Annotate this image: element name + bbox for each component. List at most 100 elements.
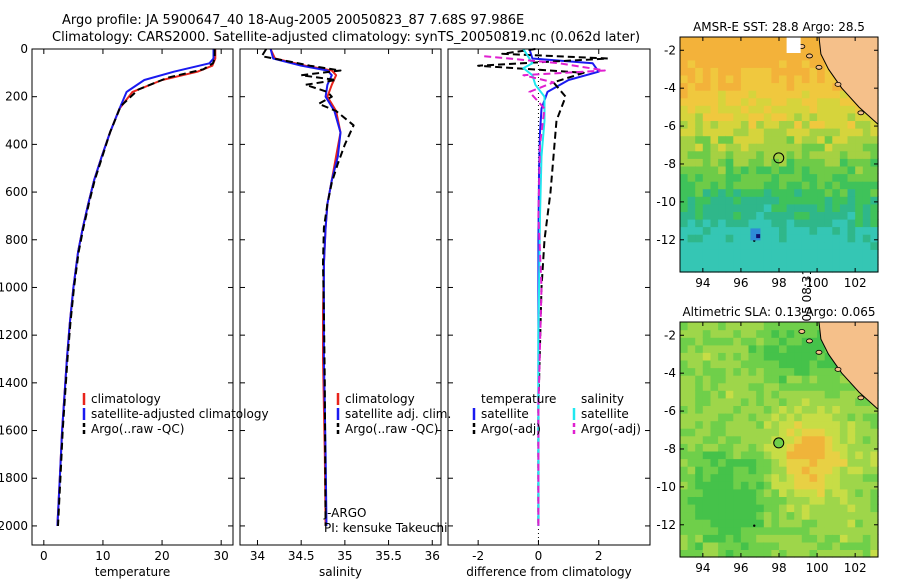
- map-cell: [695, 120, 704, 129]
- map-cell: [794, 359, 803, 369]
- map-cell: [695, 375, 704, 384]
- map-cell: [862, 496, 871, 505]
- temperature-panel: 0 10 20 30temperature0200400600800100012001…: [0, 42, 234, 579]
- map-cell: [771, 173, 780, 182]
- map-cell: [763, 44, 772, 53]
- map-cell: [763, 211, 772, 220]
- map-cell: [695, 329, 704, 338]
- map-cell: [824, 443, 833, 452]
- map-cell: [718, 549, 727, 558]
- map-cell: [710, 173, 719, 182]
- map-cell: [817, 382, 826, 391]
- map-cell: [695, 158, 704, 167]
- map-cell: [695, 541, 704, 550]
- map-cell: [763, 203, 772, 212]
- map-cell: [832, 375, 841, 384]
- map-cell: [725, 435, 734, 444]
- map-cell: [748, 188, 757, 197]
- map-cell: [771, 413, 780, 422]
- map-cell: [870, 173, 879, 182]
- map-cell: [855, 264, 864, 273]
- map-cell: [809, 234, 818, 243]
- map-cell: [847, 541, 856, 550]
- map-cell: [786, 90, 795, 99]
- map-cell: [779, 488, 788, 497]
- map-cell: [786, 405, 795, 414]
- map-cell: [809, 413, 818, 422]
- map-cell: [809, 97, 818, 106]
- map-cell: [779, 241, 788, 250]
- map-cell: [855, 519, 864, 528]
- map-cell: [718, 173, 727, 182]
- map-cell: [870, 519, 879, 528]
- map-cell: [809, 322, 818, 331]
- map-cell: [809, 241, 818, 250]
- map-cell: [756, 264, 765, 273]
- map-cell: [839, 420, 849, 429]
- map-cell: [855, 203, 864, 212]
- map-cell: [801, 481, 810, 490]
- map-cell: [862, 413, 871, 422]
- map-cell: [680, 405, 689, 414]
- map-cell: [687, 481, 696, 490]
- map-cell: [763, 173, 772, 182]
- map-cell: [832, 526, 841, 535]
- map-cell: [748, 488, 757, 497]
- map-cell: [710, 466, 719, 475]
- map-cell: [740, 165, 750, 175]
- map-cell: [695, 450, 704, 460]
- map-cell: [702, 359, 711, 369]
- map-cell: [680, 188, 689, 197]
- map-cell: [740, 90, 750, 99]
- map-cell: [801, 67, 810, 76]
- map-cell: [832, 188, 841, 197]
- map-cell: [779, 549, 788, 558]
- map-cell: [839, 534, 849, 543]
- map-cell: [702, 120, 711, 129]
- map-cell: [763, 519, 772, 528]
- map-cell: [862, 549, 871, 558]
- map-cell: [748, 59, 757, 68]
- map-cell: [680, 211, 689, 220]
- map-cell: [847, 226, 856, 235]
- map-cell: [809, 112, 818, 121]
- map-cell: [756, 344, 765, 353]
- map-cell: [847, 234, 856, 243]
- map-cell: [748, 150, 757, 159]
- map-cell: [748, 496, 757, 505]
- map-cell: [702, 105, 711, 114]
- map-cell: [740, 390, 750, 399]
- map-cell: [779, 196, 788, 205]
- map-cell: [809, 256, 818, 265]
- map-cell: [779, 382, 788, 391]
- map-cell: [725, 264, 734, 273]
- map-cell: [824, 413, 833, 422]
- map-cell: [695, 337, 704, 346]
- map-cell: [786, 218, 795, 228]
- y-tick-label: 1200: [0, 328, 28, 342]
- map-cell: [809, 67, 818, 76]
- map-cell: [740, 181, 750, 190]
- map-cell: [733, 211, 742, 220]
- map-cell: [779, 443, 788, 452]
- map-cell: [832, 503, 841, 513]
- map-cell: [832, 519, 841, 528]
- map-cell: [702, 503, 711, 513]
- map-cell: [718, 382, 727, 391]
- map-cell: [817, 435, 826, 444]
- map-cell: [779, 211, 788, 220]
- map-cell: [847, 503, 856, 513]
- map-cell: [710, 337, 719, 346]
- map-cell: [862, 397, 871, 406]
- map-cell: [748, 105, 757, 114]
- map-cell: [771, 150, 780, 159]
- map-cell: [748, 158, 757, 167]
- map-cell: [756, 128, 765, 137]
- map-cell: [824, 541, 833, 550]
- map-cell: [794, 59, 803, 68]
- map-cell: [839, 519, 849, 528]
- map-cell: [771, 241, 780, 250]
- map-cell: [748, 458, 757, 467]
- map-cell: [862, 503, 871, 513]
- map-cell: [786, 413, 795, 422]
